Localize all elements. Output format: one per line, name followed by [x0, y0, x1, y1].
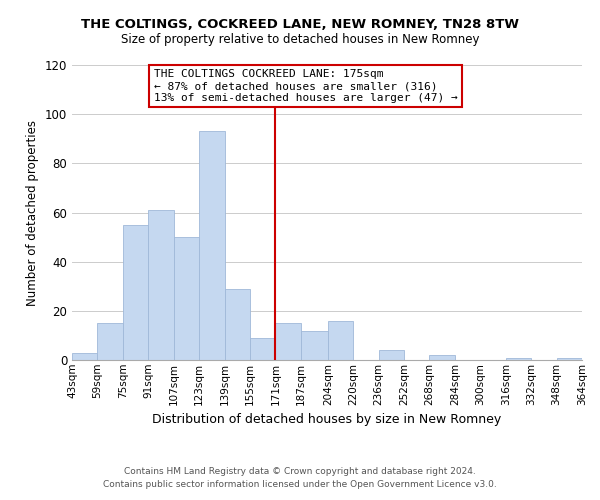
Bar: [148, 210, 173, 360]
Bar: [250, 338, 275, 360]
Bar: [430, 355, 455, 360]
Bar: [224, 288, 250, 360]
Bar: [123, 225, 148, 360]
Bar: [173, 237, 199, 360]
Bar: [72, 352, 97, 360]
Text: THE COLTINGS COCKREED LANE: 175sqm
← 87% of detached houses are smaller (316)
13: THE COLTINGS COCKREED LANE: 175sqm ← 87%…: [154, 70, 457, 102]
Bar: [275, 323, 301, 360]
Text: Contains HM Land Registry data © Crown copyright and database right 2024.
Contai: Contains HM Land Registry data © Crown c…: [103, 468, 497, 489]
Y-axis label: Number of detached properties: Number of detached properties: [26, 120, 39, 306]
Text: THE COLTINGS, COCKREED LANE, NEW ROMNEY, TN28 8TW: THE COLTINGS, COCKREED LANE, NEW ROMNEY,…: [81, 18, 519, 30]
Bar: [506, 358, 531, 360]
Bar: [557, 358, 582, 360]
Bar: [328, 320, 353, 360]
Bar: [379, 350, 404, 360]
Bar: [199, 132, 224, 360]
Bar: [301, 330, 328, 360]
Bar: [97, 323, 123, 360]
X-axis label: Distribution of detached houses by size in New Romney: Distribution of detached houses by size …: [152, 413, 502, 426]
Text: Size of property relative to detached houses in New Romney: Size of property relative to detached ho…: [121, 32, 479, 46]
